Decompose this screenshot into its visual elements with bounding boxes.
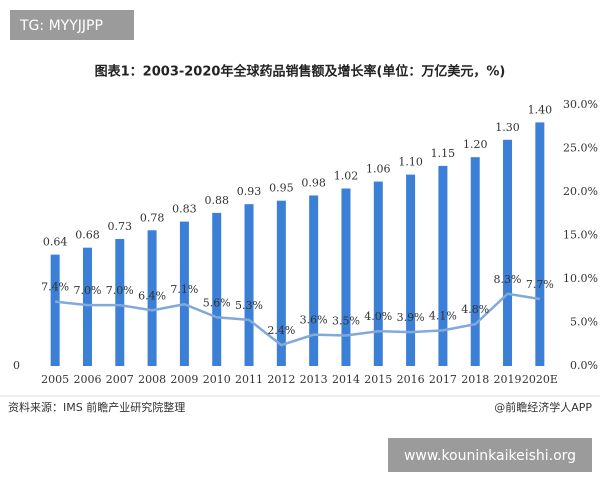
y2-tick-label: 5.0%	[570, 316, 598, 329]
x-tick-label: 2013	[300, 373, 328, 386]
bar-label: 1.02	[334, 170, 359, 183]
bar-label: 0.95	[269, 182, 294, 195]
line	[55, 292, 541, 347]
bar	[341, 188, 351, 366]
y2-tick-label: 0.0%	[570, 359, 598, 372]
bar-label: 0.64	[43, 236, 68, 249]
line-label: 6.4%	[138, 289, 166, 302]
bar	[470, 157, 480, 366]
line-label: 4.8%	[461, 303, 489, 316]
x-tick-label: 2010	[203, 373, 231, 386]
line-label: 5.3%	[235, 299, 263, 312]
y-tick-label: 0	[13, 359, 20, 372]
tag-bg	[10, 10, 134, 40]
bar-label: 0.88	[204, 194, 229, 207]
x-tick-label: 2007	[106, 373, 134, 386]
bar	[82, 247, 92, 366]
bar	[373, 181, 383, 366]
bar	[147, 230, 157, 366]
line-label: 4.1%	[429, 309, 457, 322]
line-label: 2.4%	[267, 324, 295, 337]
x-tick-label: 2017	[429, 373, 457, 386]
line-label: 8.3%	[494, 273, 522, 286]
x-tick-label: 2019	[494, 373, 522, 386]
x-tick-label: 2008	[138, 373, 166, 386]
bar-label: 0.68	[75, 229, 100, 242]
bar-label: 0.93	[237, 185, 262, 198]
website: www.kouninkaikeishi.org	[404, 448, 576, 464]
bar	[438, 165, 448, 366]
x-tick-label: 2011	[235, 373, 263, 386]
x-tick-label: 2016	[397, 373, 425, 386]
bar	[50, 254, 60, 366]
line-label: 7.1%	[170, 283, 198, 296]
bar-label: 1.15	[431, 147, 456, 160]
x-tick-label: 2009	[170, 373, 198, 386]
y2-tick-label: 20.0%	[563, 185, 598, 198]
y2-tick-label: 15.0%	[563, 229, 598, 242]
x-tick-label: 2015	[364, 373, 392, 386]
bar	[503, 139, 513, 366]
bar-label: 0.98	[301, 176, 326, 189]
y2-tick-label: 25.0%	[563, 142, 598, 155]
bar	[406, 174, 416, 366]
website-bg	[388, 438, 592, 472]
bar-label: 0.73	[108, 220, 133, 233]
bar	[179, 221, 189, 366]
bar-label: 0.83	[172, 203, 197, 216]
bar-label: 1.40	[528, 103, 553, 116]
bar-label: 1.06	[366, 163, 391, 176]
bar-label: 1.20	[463, 138, 488, 151]
overlay-tag: TG: MYYJJPP	[19, 18, 103, 34]
line-label: 7.0%	[73, 284, 101, 297]
x-tick-label: 2005	[41, 373, 69, 386]
x-tick-label: 2018	[461, 373, 489, 386]
y2-tick-label: 30.0%	[563, 98, 598, 111]
bar	[115, 238, 125, 366]
x-tick-label: 2012	[267, 373, 295, 386]
line-label: 5.6%	[203, 296, 231, 309]
bar	[212, 212, 222, 366]
x-tick-label: 2006	[73, 373, 101, 386]
x-tick-label: 2020E	[522, 373, 558, 386]
line-label: 3.5%	[332, 315, 360, 328]
line-label: 4.0%	[364, 310, 392, 323]
line-label: 7.4%	[41, 281, 69, 294]
line-label: 7.0%	[106, 284, 134, 297]
line-label: 3.6%	[300, 314, 328, 327]
line-label: 7.7%	[526, 278, 554, 291]
bar	[309, 195, 319, 366]
y2-tick-label: 10.0%	[563, 272, 598, 285]
bar-label: 1.10	[398, 156, 423, 169]
bar	[276, 200, 286, 366]
bar-label: 1.30	[495, 121, 520, 134]
line-label: 3.9%	[397, 311, 425, 324]
source: 资料来源：IMS 前瞻产业研究院整理	[8, 400, 185, 414]
bar	[244, 204, 254, 366]
chart-title: 图表1：2003-2020年全球药品销售额及增长率(单位：万亿美元，%)	[95, 64, 506, 80]
x-tick-label: 2014	[332, 373, 360, 386]
bar-label: 0.78	[140, 211, 165, 224]
bar	[535, 122, 545, 367]
brand: @前瞻经济学人APP	[494, 400, 592, 414]
